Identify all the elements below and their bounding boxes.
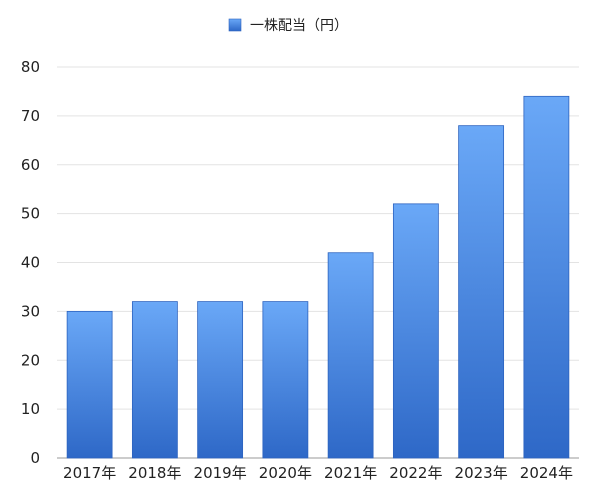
- x-tick-label: 2024年: [520, 464, 573, 482]
- y-tick-label: 30: [21, 302, 40, 320]
- y-tick-label: 50: [21, 205, 40, 223]
- x-tick-label: 2021年: [324, 464, 377, 482]
- bar: [392, 203, 439, 459]
- x-tick-label: 2018年: [128, 464, 181, 482]
- legend-swatch: [228, 18, 242, 32]
- x-tick-label: 2017年: [63, 464, 116, 482]
- x-axis: 2017年 2018年 2019年 2020年 2021年 2022年 2023年 2024年: [63, 464, 573, 482]
- bar: [66, 310, 113, 459]
- y-tick-label: 10: [21, 400, 40, 418]
- legend-label: 一株配当（円）: [250, 18, 348, 34]
- bar: [458, 125, 505, 459]
- y-axis: 0 10 20 30 40 50 60 70 80: [21, 58, 40, 467]
- x-tick-label: 2022年: [389, 464, 442, 482]
- y-tick-label: 80: [21, 58, 40, 76]
- bar: [131, 301, 178, 459]
- legend: 一株配当（円）: [228, 18, 348, 34]
- y-tick-label: 20: [21, 351, 40, 369]
- x-tick-label: 2023年: [455, 464, 508, 482]
- y-tick-label: 0: [30, 449, 40, 467]
- x-tick-label: 2019年: [194, 464, 247, 482]
- y-tick-label: 40: [21, 254, 40, 272]
- bars: [66, 95, 570, 459]
- bar: [327, 252, 374, 459]
- y-tick-label: 70: [21, 107, 40, 125]
- bar: [523, 95, 570, 459]
- y-tick-label: 60: [21, 156, 40, 174]
- x-tick-label: 2020年: [259, 464, 312, 482]
- bar: [262, 301, 309, 459]
- bar: [197, 301, 244, 459]
